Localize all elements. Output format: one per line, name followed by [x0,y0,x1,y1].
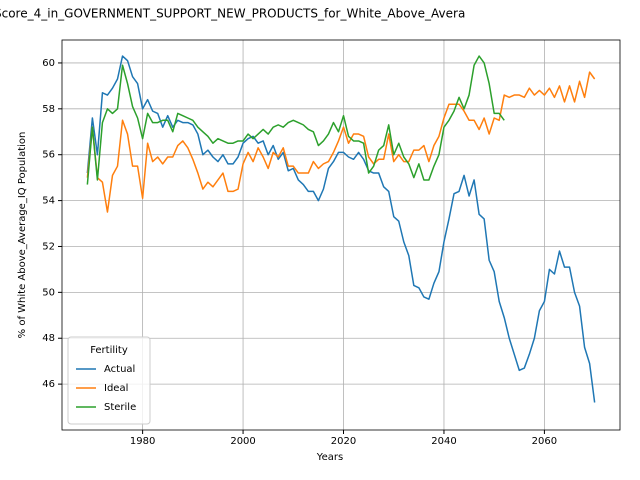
y-axis-label: % of White Above_Average_IQ Population [17,132,28,339]
x-tick-label: 2020 [331,436,356,447]
x-tick-label: 2000 [230,436,255,447]
x-tick-label: 1980 [130,436,155,447]
line-series [86,55,505,185]
plot-frame [61,39,621,431]
legend-label: Actual [104,364,135,375]
x-tick-label: 2060 [532,436,557,447]
y-tick-label: 56 [42,150,55,161]
y-tick-label: 58 [42,104,55,115]
y-tick-label: 54 [42,196,55,207]
y-tick-label: 46 [42,379,55,390]
legend-title: Fertility [90,345,128,356]
y-tick-label: 50 [42,287,55,298]
legend-box [67,336,151,425]
line-series [86,71,596,213]
x-tick-label: 2040 [431,436,456,447]
y-tick-label: 52 [42,241,55,252]
y-tick-label: 60 [42,58,55,69]
y-tick-label: 48 [42,333,55,344]
legend: Fertility Actual Ideal Sterile [67,336,151,425]
legend-label: Sterile [104,402,136,413]
x-axis-label: Years [316,452,343,463]
legend-label: Ideal [104,383,128,394]
line-series [86,55,596,403]
chart-title: Score_4_in_GOVERNMENT_SUPPORT_NEW_PRODUC… [0,7,465,21]
